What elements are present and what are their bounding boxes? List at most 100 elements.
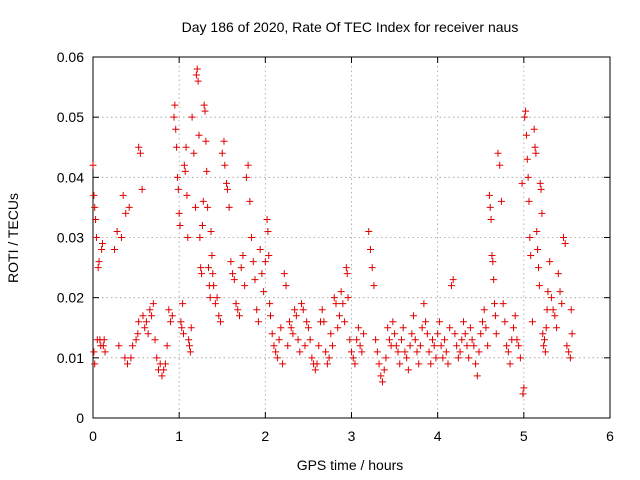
data-point xyxy=(442,348,450,356)
x-tick-label: 4 xyxy=(434,428,442,444)
data-point xyxy=(95,258,103,266)
data-point xyxy=(509,324,517,332)
data-point xyxy=(98,246,106,254)
data-point xyxy=(256,246,264,254)
data-point xyxy=(385,336,393,344)
data-point xyxy=(559,234,567,241)
data-point xyxy=(196,234,204,241)
data-point xyxy=(260,288,268,296)
data-point xyxy=(406,342,414,350)
data-point xyxy=(348,348,355,356)
data-point xyxy=(181,167,189,175)
data-point xyxy=(195,131,203,139)
data-point xyxy=(354,324,362,332)
data-point xyxy=(556,288,564,296)
data-point xyxy=(335,312,343,320)
data-point xyxy=(372,336,380,344)
data-point xyxy=(151,336,159,344)
data-point xyxy=(210,282,218,290)
data-point xyxy=(399,324,407,332)
data-point xyxy=(430,342,438,350)
data-point xyxy=(215,312,223,320)
data-point xyxy=(397,336,405,344)
data-point xyxy=(170,113,178,121)
data-point xyxy=(490,276,498,284)
data-point xyxy=(494,149,502,157)
data-point xyxy=(176,221,184,229)
data-point xyxy=(466,324,474,332)
data-point xyxy=(422,318,430,326)
data-point xyxy=(341,318,349,326)
data-point xyxy=(275,336,283,344)
data-point xyxy=(499,300,507,308)
data-point xyxy=(428,336,436,344)
data-point xyxy=(217,318,225,326)
data-point xyxy=(485,191,493,199)
data-point xyxy=(92,234,100,241)
data-point xyxy=(527,252,535,260)
data-point xyxy=(142,318,150,326)
x-tick-label: 3 xyxy=(348,428,356,444)
data-point xyxy=(458,336,466,344)
data-point xyxy=(272,348,280,356)
data-point xyxy=(416,342,424,350)
data-point xyxy=(461,330,469,338)
data-point xyxy=(482,324,490,332)
data-point xyxy=(186,342,194,350)
data-point xyxy=(489,258,497,266)
data-point xyxy=(460,318,468,326)
data-point xyxy=(171,101,179,109)
data-point xyxy=(486,203,494,211)
data-point xyxy=(149,300,157,308)
data-point xyxy=(221,161,229,169)
data-point xyxy=(185,336,193,344)
data-point xyxy=(273,354,281,362)
data-point xyxy=(567,306,575,314)
data-point xyxy=(203,167,211,175)
data-point xyxy=(123,360,131,368)
data-point xyxy=(115,342,123,350)
data-point xyxy=(425,348,433,356)
x-tick-label: 0 xyxy=(89,428,97,444)
data-point xyxy=(323,360,331,368)
data-point xyxy=(439,354,447,362)
data-points xyxy=(89,65,576,398)
data-point xyxy=(183,191,191,199)
data-point xyxy=(484,342,492,350)
data-point xyxy=(453,342,461,350)
data-point xyxy=(404,366,412,374)
data-point xyxy=(202,137,210,145)
data-point xyxy=(190,149,198,157)
data-point xyxy=(132,336,140,344)
data-point xyxy=(251,276,259,284)
data-point xyxy=(223,179,231,187)
data-point xyxy=(265,252,273,260)
data-point xyxy=(524,173,532,181)
data-point xyxy=(522,107,530,115)
data-point xyxy=(225,203,233,211)
data-point xyxy=(192,71,200,79)
data-point xyxy=(356,342,364,350)
data-point xyxy=(204,203,212,211)
y-tick-label: 0.02 xyxy=(57,290,84,306)
data-point xyxy=(201,107,209,115)
data-point xyxy=(449,276,457,284)
data-point xyxy=(211,300,219,308)
data-point xyxy=(408,330,416,338)
data-point xyxy=(234,306,242,314)
data-point xyxy=(179,300,187,308)
data-point xyxy=(180,161,188,169)
data-point xyxy=(491,312,499,320)
data-point xyxy=(435,318,443,326)
data-point xyxy=(308,354,316,362)
data-point xyxy=(547,294,555,302)
data-point xyxy=(193,65,201,73)
data-point xyxy=(566,354,574,362)
data-point xyxy=(334,324,342,332)
data-point xyxy=(267,312,275,320)
data-point xyxy=(540,342,548,350)
data-point xyxy=(230,276,238,284)
data-point xyxy=(99,342,107,350)
data-point xyxy=(339,300,347,308)
x-tick-label: 2 xyxy=(261,428,269,444)
